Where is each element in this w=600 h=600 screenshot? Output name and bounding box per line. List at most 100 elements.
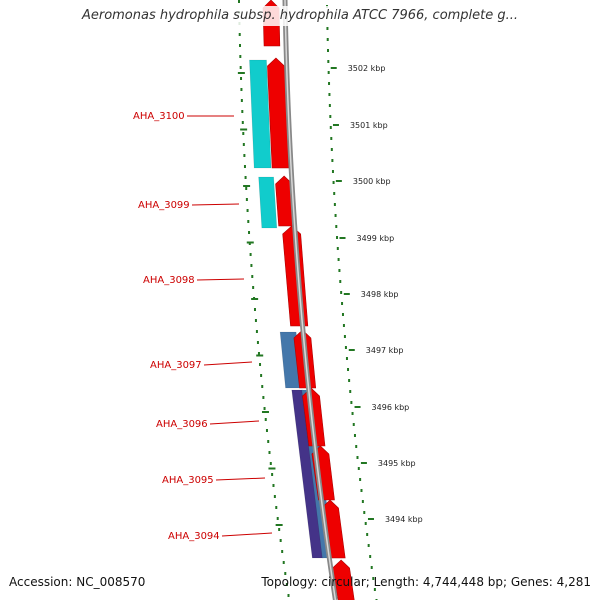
kbp-label: 3502 kbp [348, 64, 386, 73]
inner-tick-dash [275, 524, 283, 526]
inner-tick-dot [241, 121, 244, 124]
inner-tick-dot [248, 231, 251, 234]
inner-tick-dash [251, 298, 259, 300]
gene-leader-line [221, 532, 273, 537]
forward-gene-arrow [267, 57, 290, 169]
outer-tick-dot [336, 236, 339, 239]
outer-tick-dot [335, 225, 338, 228]
inner-tick-dot [257, 352, 260, 355]
outer-tick-dot [360, 489, 363, 492]
outer-tick-dot [367, 544, 370, 547]
inner-tick-dot [279, 539, 282, 542]
kbp-tick [335, 180, 342, 182]
outer-tick-dot [369, 555, 372, 558]
outer-tick-dot [373, 588, 376, 591]
outer-tick-dot [352, 423, 355, 426]
outer-tick-dot [357, 467, 360, 470]
outer-tick-dot [333, 203, 336, 206]
outer-tick-dot [326, 38, 329, 41]
inner-tick-dot [252, 286, 255, 289]
tick-dots [237, 0, 378, 600]
outer-tick-dot [333, 192, 336, 195]
outer-tick-dot [328, 93, 331, 96]
kbp-label: 3498 kbp [361, 290, 399, 299]
inner-tick-dot [272, 484, 275, 487]
inner-tick-dot [255, 330, 258, 333]
inner-tick-dot [262, 396, 265, 399]
inner-tick-dash [246, 241, 254, 244]
inner-tick-dot [240, 88, 243, 91]
outer-tick-dot [334, 214, 337, 217]
outer-tick-dot [327, 60, 330, 63]
outer-tick-dot [327, 49, 330, 52]
outer-tick-dot [339, 280, 342, 283]
inner-tick-dot [244, 176, 247, 179]
outer-tick-dot [342, 324, 345, 327]
outer-tick-dot [343, 335, 346, 338]
kbp-label: 3500 kbp [353, 177, 391, 186]
outer-tick-dot [341, 302, 344, 305]
inner-tick-dot [276, 517, 279, 520]
kbp-tick [348, 349, 355, 351]
inner-tick-dot [281, 550, 284, 553]
inner-tick-dot [250, 264, 253, 267]
inner-tick-dot [242, 132, 245, 135]
kbp-tick [343, 293, 350, 295]
inner-tick-dot [285, 583, 288, 586]
cyan-feature [258, 176, 278, 229]
inner-tick-dot [239, 55, 242, 58]
inner-tick-dash [237, 72, 245, 74]
gene-label: AHA_3099 [138, 200, 190, 211]
inner-tick-dot [284, 572, 287, 575]
inner-tick-dot [243, 154, 246, 157]
title-background [60, 6, 540, 26]
cyan-feature [249, 59, 272, 169]
outer-tick-dot [328, 82, 331, 85]
kbp-tick [360, 462, 367, 464]
kbp-tick [330, 67, 337, 69]
kbp-tick [367, 518, 374, 520]
gene-label: AHA_3095 [162, 475, 214, 486]
gene-label: AHA_3096 [156, 419, 208, 430]
inner-tick-dot [245, 187, 248, 190]
outer-tick-dot [361, 500, 364, 503]
outer-tick-dot [327, 71, 330, 74]
outer-tick-dot [329, 115, 332, 118]
outer-tick-dot [370, 566, 373, 569]
outer-tick-dot [347, 368, 350, 371]
kbp-label: 3501 kbp [350, 121, 388, 130]
outer-tick-dot [359, 478, 362, 481]
inner-tick-dash [243, 185, 251, 187]
inner-tick-dot [265, 429, 268, 432]
gene-leader-line [191, 203, 240, 206]
outer-tick-dot [328, 104, 331, 107]
inner-tick-dot [245, 198, 248, 201]
inner-tick-dot [242, 143, 245, 146]
gene-labels: AHA_3100 AHA_3099 AHA_3098 AHA_3097 AHA_3096… [133, 111, 273, 542]
inner-tick-dot [253, 308, 256, 311]
inner-tick-dot [238, 33, 241, 36]
inner-tick-dot [287, 594, 290, 597]
inner-tick-dot [256, 341, 259, 344]
inner-tick-dot [247, 220, 250, 223]
inner-tick-dot [278, 528, 281, 531]
inner-tick-dot [275, 506, 278, 509]
outer-tick-dot [338, 269, 341, 272]
outer-tick-dot [363, 511, 366, 514]
forward-gene-arrow [332, 559, 355, 600]
inner-tick-dot [264, 418, 267, 421]
outer-tick-dot [350, 401, 353, 404]
inner-tick-dot [254, 319, 257, 322]
inner-tick-dash [256, 354, 264, 357]
gene-label: AHA_3097 [150, 360, 202, 371]
inner-tick-dot [267, 440, 270, 443]
inner-tick-dot [239, 44, 242, 47]
inner-tick-dot [259, 363, 262, 366]
outer-tick-dot [340, 291, 343, 294]
gene-leader-line [209, 420, 260, 425]
outer-tick-dot [336, 247, 339, 250]
inner-tick-dot [251, 275, 254, 278]
outer-tick-dot [330, 148, 333, 151]
outer-tick-dot [331, 170, 334, 173]
